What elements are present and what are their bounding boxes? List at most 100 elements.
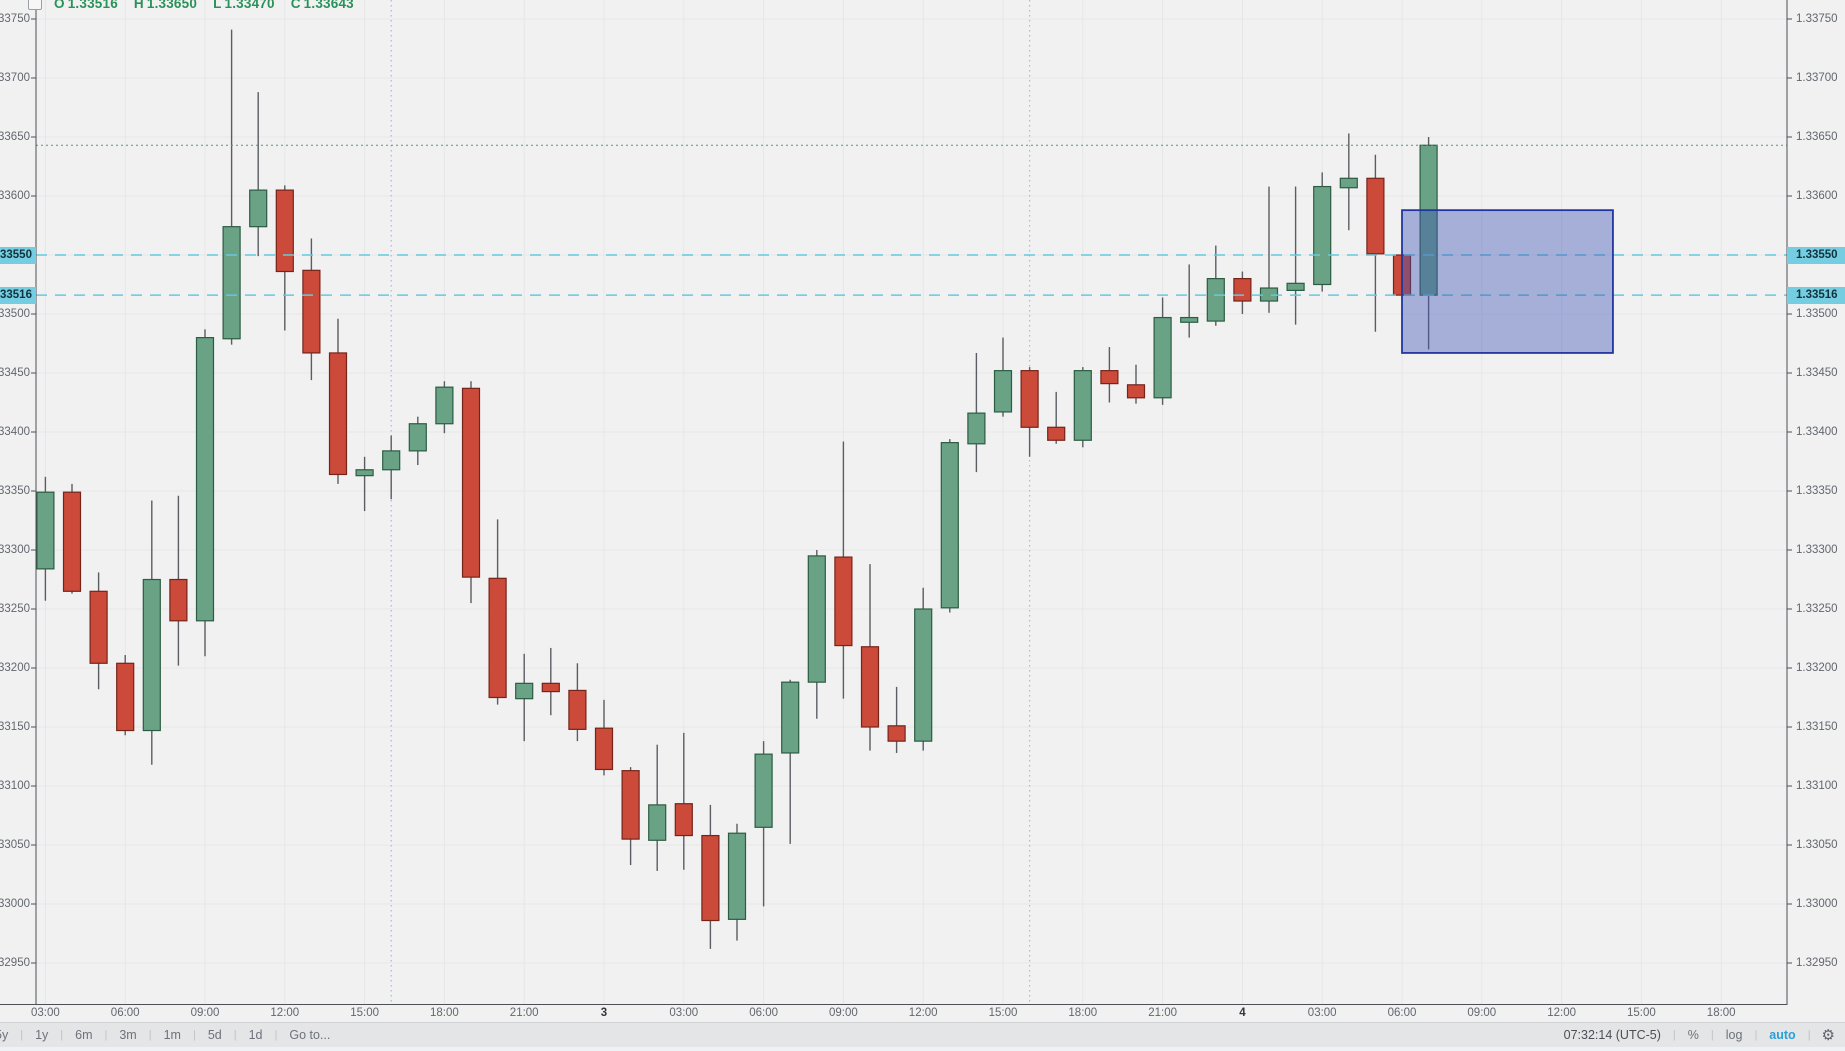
toolbar-separator: |: [1710, 1029, 1714, 1041]
candlestick: [940, 439, 959, 613]
range-button-1d[interactable]: 1d: [248, 1028, 263, 1042]
price-label: 33050: [0, 839, 30, 851]
candlestick: [887, 686, 906, 753]
time-label: 06:00: [110, 1007, 140, 1019]
price-label: 1.33700: [1796, 72, 1838, 84]
candle-body-up: [195, 337, 215, 622]
candle-body-down: [594, 727, 614, 771]
series-toggle-icon[interactable]: [28, 0, 42, 10]
range-button-1y[interactable]: 1y: [35, 1028, 49, 1042]
candlestick: [515, 653, 534, 742]
price-label: 1.33600: [1796, 190, 1838, 202]
candle-body-up: [515, 682, 534, 700]
time-label: 09:00: [829, 1007, 858, 1019]
right-price-axis[interactable]: 1.33750 1.33700 1.33650 1.33600 1.33550 1.335…: [1787, 0, 1845, 1005]
candlestick: [1047, 391, 1066, 444]
candlestick: [302, 238, 321, 381]
toolbar-separator: |: [1807, 1029, 1811, 1041]
candle-body-up: [807, 555, 826, 683]
time-label: 12:00: [1547, 1007, 1576, 1019]
candle-body-up: [940, 442, 959, 609]
candlestick: [435, 381, 454, 434]
time-label: 03:00: [669, 1007, 699, 1019]
candle-body-down: [169, 578, 188, 622]
legend-high: H 1.33650: [133, 0, 198, 11]
candlestick: [1339, 133, 1358, 231]
price-label: 1.33750: [1796, 13, 1838, 25]
candlestick: [914, 587, 933, 751]
drawing-rectangle[interactable]: [1401, 209, 1614, 354]
range-button-5d[interactable]: 5d: [207, 1028, 222, 1042]
toolbar-separator: |: [60, 1029, 64, 1041]
gear-icon[interactable]: ⚙: [1821, 1027, 1835, 1044]
time-label: 06:00: [1387, 1007, 1417, 1019]
candle-body-up: [648, 804, 667, 841]
candlestick-chart[interactable]: [0, 0, 1845, 1005]
candle-body-down: [62, 491, 82, 592]
candle-body-down: [461, 387, 481, 578]
time-label: 15:00: [988, 1007, 1018, 1019]
range-button-5y[interactable]: 5y: [0, 1028, 9, 1042]
clock-label[interactable]: 07:32:14 (UTC-5): [1563, 1028, 1661, 1042]
price-label: 1.33050: [1796, 839, 1838, 851]
price-label: 33250: [0, 603, 30, 615]
candlestick: [1153, 297, 1172, 405]
candlestick: [116, 655, 135, 736]
candle-body-down: [860, 646, 880, 728]
candlestick: [807, 550, 826, 719]
candlestick: [461, 381, 481, 604]
time-label: 21:00: [1148, 1007, 1177, 1019]
candlestick: [222, 29, 241, 345]
log-scale-button[interactable]: log: [1725, 1028, 1743, 1042]
alert-price-badge[interactable]: 1.33516: [1787, 286, 1845, 304]
price-label: 1.33000: [1796, 898, 1838, 910]
range-button-6m[interactable]: 6m: [75, 1028, 93, 1042]
ohlc-legend[interactable]: O 1.33516 H 1.33650 L 1.33470 C 1.33643: [28, 0, 370, 13]
left-price-axis[interactable]: 33750 33700 33650 33600 33550 33500 33450 33400…: [0, 0, 36, 1005]
auto-scale-button[interactable]: auto: [1769, 1028, 1796, 1042]
candle-body-up: [754, 753, 773, 828]
alert-price-badge[interactable]: 1.33550: [1787, 246, 1845, 264]
price-label: 1.33150: [1796, 721, 1838, 733]
goto-button[interactable]: Go to...: [289, 1028, 331, 1042]
candlestick: [62, 483, 82, 594]
bottom-toolbar: 5y | 1y | 6m | 3m | 1m | 5d | 1d | Go to... 07:32:14 (…: [0, 1022, 1845, 1047]
candlestick: [1366, 154, 1385, 332]
candle-body-up: [781, 681, 800, 754]
price-label: 33400: [0, 426, 30, 438]
price-label: 1.33450: [1796, 367, 1838, 379]
range-button-3m[interactable]: 3m: [119, 1028, 137, 1042]
price-label: 33500: [0, 308, 30, 320]
candle-body-down: [302, 269, 321, 354]
candle-body-up: [727, 832, 747, 920]
candle-body-up: [914, 608, 933, 742]
candle-body-down: [834, 556, 853, 647]
candlestick: [328, 318, 348, 484]
price-label: 1.33400: [1796, 426, 1838, 438]
axis-settings-group: 07:32:14 (UTC-5) |% | log | auto | ⚙: [1559, 1026, 1839, 1044]
candlestick: [701, 804, 720, 949]
candlestick: [1073, 367, 1092, 448]
time-label: 18:00: [1706, 1007, 1736, 1019]
candlestick: [408, 416, 427, 466]
chart-canvas[interactable]: O 1.33516 H 1.33650 L 1.33470 C 1.33643: [0, 0, 1845, 1005]
candle-body-up: [993, 370, 1013, 413]
percent-scale-button[interactable]: %: [1687, 1028, 1699, 1042]
candle-body-down: [887, 725, 906, 742]
toolbar-separator: |: [274, 1029, 278, 1041]
time-axis[interactable]: 03:00 06:00 09:00 12:00 15:00 18:00 21:00 3 03:0…: [0, 1005, 1845, 1022]
candle-body-down: [1366, 177, 1385, 255]
price-label: 1.33200: [1796, 662, 1838, 674]
candle-body-down: [674, 803, 693, 837]
time-label: 09:00: [1467, 1007, 1497, 1019]
candlestick: [648, 744, 667, 871]
candle-body-down: [275, 189, 294, 273]
range-button-1m[interactable]: 1m: [163, 1028, 181, 1042]
candle-body-up: [1073, 370, 1092, 441]
alert-price-badge[interactable]: 33550: [0, 246, 36, 264]
price-label: 1.33650: [1796, 131, 1838, 143]
candle-body-down: [1233, 278, 1252, 302]
time-label: 06:00: [749, 1007, 778, 1019]
alert-price-badge[interactable]: 33516: [0, 286, 36, 304]
legend-open: O 1.33516: [54, 0, 118, 11]
